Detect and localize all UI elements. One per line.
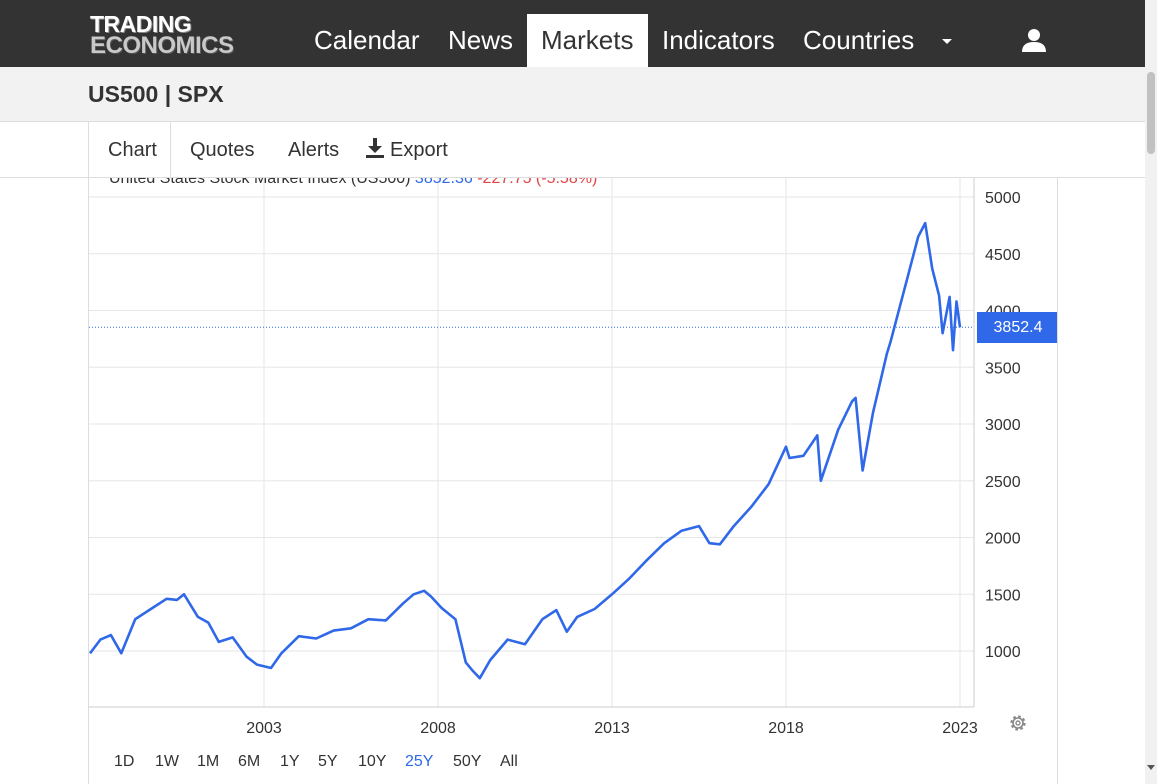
logo-line2: ECONOMICS	[90, 32, 234, 59]
scroll-down-arrow-icon[interactable]	[1147, 765, 1155, 770]
range-50y[interactable]: 50Y	[453, 753, 482, 770]
nav-countries[interactable]: Countries	[803, 25, 915, 55]
chart-panel: 1000150020002500300035004000450050002003…	[88, 178, 1058, 784]
scroll-thumb[interactable]	[1147, 72, 1155, 154]
current-price-badge: 3852.4	[977, 312, 1057, 343]
brand-logo[interactable]: TRADING ECONOMICS	[90, 11, 260, 60]
top-nav: TRADING ECONOMICS Calendar News Markets …	[0, 0, 1145, 67]
nav-news[interactable]: News	[448, 25, 514, 55]
x-tick-label: 2023	[942, 720, 978, 737]
legend-series-name: United States Stock Market Index (US500)	[109, 178, 411, 187]
export-label: Export	[390, 139, 448, 161]
range-10y[interactable]: 10Y	[358, 753, 387, 770]
price-series-line	[89, 221, 962, 680]
x-tick-label: 2003	[246, 720, 282, 737]
y-tick-label: 3500	[985, 360, 1021, 377]
nav-calendar[interactable]: Calendar	[314, 25, 420, 55]
tab-export[interactable]: Export	[366, 122, 448, 178]
tab-quotes[interactable]: Quotes	[190, 139, 255, 161]
nav-markets[interactable]: Markets	[527, 14, 648, 67]
y-tick-label: 1000	[985, 644, 1021, 661]
chart-tabs: Chart Quotes Alerts Export	[0, 122, 1145, 178]
range-1y[interactable]: 1Y	[280, 753, 300, 770]
y-tick-label: 4500	[985, 247, 1021, 264]
y-tick-label: 2000	[985, 531, 1021, 548]
range-25y[interactable]: 25Y	[405, 753, 434, 770]
page-scrollbar[interactable]	[1145, 0, 1157, 784]
gear-icon[interactable]	[1008, 713, 1028, 733]
tab-chart[interactable]: Chart	[88, 122, 171, 178]
tab-alerts[interactable]: Alerts	[288, 139, 340, 161]
price-chart[interactable]: 1000150020002500300035004000450050002003…	[89, 178, 1058, 784]
y-tick-label: 1500	[985, 587, 1021, 604]
logo-line1: TRADING	[90, 11, 192, 37]
range-5y[interactable]: 5Y	[318, 753, 338, 770]
nav-more-caret-icon[interactable]	[942, 39, 952, 44]
nav-indicators[interactable]: Indicators	[662, 25, 775, 55]
range-all[interactable]: All	[500, 753, 518, 770]
range-1w[interactable]: 1W	[155, 753, 179, 770]
range-1m[interactable]: 1M	[197, 753, 220, 770]
legend-change: -227.75 (-5.58%)	[477, 178, 598, 187]
chart-legend: United States Stock Market Index (US500)…	[109, 178, 597, 188]
range-6m[interactable]: 6M	[238, 753, 261, 770]
range-1d[interactable]: 1D	[114, 753, 135, 770]
y-tick-label: 2500	[985, 474, 1021, 491]
x-tick-label: 2008	[420, 720, 456, 737]
x-tick-label: 2018	[768, 720, 804, 737]
legend-price: 3852.36	[414, 178, 473, 187]
title-band: US500 | SPX	[0, 67, 1145, 122]
y-tick-label: 5000	[985, 190, 1021, 207]
user-icon[interactable]	[1021, 28, 1047, 52]
page-title: US500 | SPX	[88, 81, 224, 107]
x-tick-label: 2013	[594, 720, 630, 737]
download-icon	[366, 138, 384, 158]
y-tick-label: 3000	[985, 417, 1021, 434]
